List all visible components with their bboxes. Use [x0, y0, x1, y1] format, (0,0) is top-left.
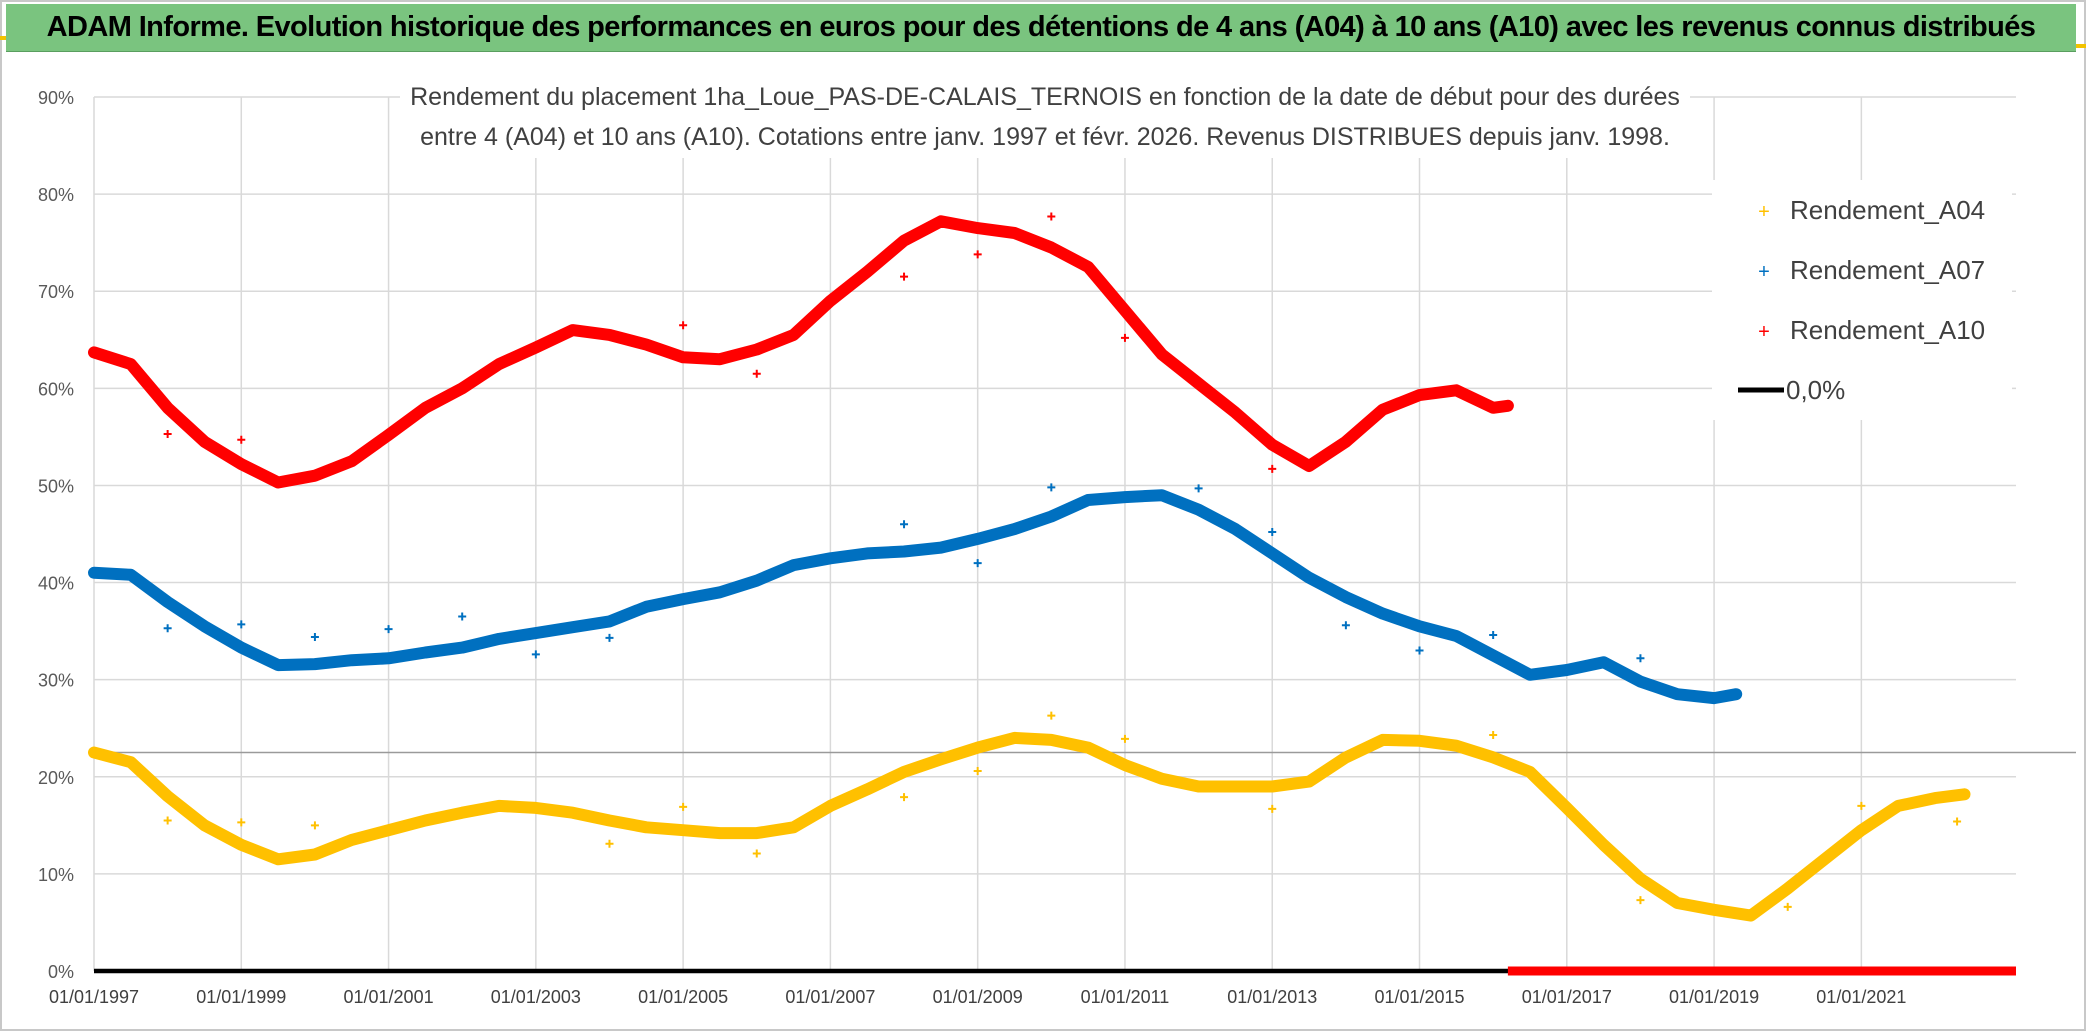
- series-point-rendement-a04: [605, 839, 614, 848]
- series-point-rendement-a10: [163, 429, 172, 438]
- legend-marker-a07: +: [1758, 261, 1770, 283]
- series-point-rendement-a04: [900, 793, 909, 802]
- y-tick-label-7: 70%: [38, 282, 74, 302]
- x-tick-label-8: 01/01/2013: [1227, 987, 1317, 1007]
- series-point-rendement-a10: [752, 369, 761, 378]
- series-point-rendement-a04: [1636, 896, 1645, 905]
- series-point-rendement-a10: [973, 250, 982, 259]
- y-tick-label-9: 90%: [38, 88, 74, 108]
- y-tick-label-3: 30%: [38, 671, 74, 691]
- series-point-rendement-a07: [900, 520, 909, 529]
- series-rendement-a07: [88, 483, 1743, 705]
- chart-title-line-1: Rendement du placement 1ha_Loue_PAS-DE-C…: [410, 83, 1680, 111]
- legend-marker-a04: +: [1758, 201, 1770, 223]
- series-point-rendement-a10: [900, 272, 909, 281]
- x-tick-label-1: 01/01/1999: [196, 987, 286, 1007]
- series-point-rendement-a04: [163, 816, 172, 825]
- legend-item-a10: + Rendement_A10: [1758, 315, 1985, 345]
- chart-title-line-2: entre 4 (A04) et 10 ans (A10). Cotations…: [420, 123, 1670, 151]
- x-tick-label-6: 01/01/2009: [933, 987, 1023, 1007]
- x-tick-label-11: 01/01/2019: [1669, 987, 1759, 1007]
- series-point-rendement-a10: [1268, 464, 1277, 473]
- series-point-rendement-a07: [1268, 528, 1277, 537]
- y-tick-label-6: 60%: [38, 379, 74, 399]
- series-point-rendement-a10: [679, 321, 688, 330]
- y-axis-ticks: 0% 10% 20% 30% 40% 50% 60% 70% 80% 90%: [38, 88, 74, 982]
- y-tick-label-4: 40%: [38, 574, 74, 594]
- legend-label-a07: Rendement_A07: [1790, 255, 1985, 285]
- series-point-rendement-a07: [1341, 621, 1350, 630]
- x-tick-label-5: 01/01/2007: [785, 987, 875, 1007]
- legend-item-a07: + Rendement_A07: [1758, 255, 1985, 285]
- corner-accent-left: [0, 36, 10, 40]
- y-tick-label-2: 20%: [38, 768, 74, 788]
- series-point-rendement-a04: [1953, 817, 1962, 826]
- x-tick-label-12: 01/01/2021: [1816, 987, 1906, 1007]
- series-point-rendement-a10: [1047, 212, 1056, 221]
- series-point-rendement-a07: [384, 625, 393, 634]
- series-band-rendement-a04: [88, 731, 1971, 922]
- series-point-rendement-a04: [237, 818, 246, 827]
- x-tick-label-7: 01/01/2011: [1081, 987, 1170, 1007]
- x-tick-label-2: 01/01/2001: [344, 987, 434, 1007]
- x-tick-label-4: 01/01/2005: [638, 987, 728, 1007]
- x-tick-label-10: 01/01/2017: [1522, 987, 1612, 1007]
- x-tick-label-9: 01/01/2015: [1374, 987, 1464, 1007]
- chart-title: Rendement du placement 1ha_Loue_PAS-DE-C…: [400, 78, 1690, 158]
- legend-background: [1712, 180, 2012, 420]
- series-point-rendement-a07: [1047, 483, 1056, 492]
- series-point-rendement-a07: [1489, 630, 1498, 639]
- legend-item-a04: + Rendement_A04: [1758, 195, 1985, 225]
- y-tick-label-0: 0%: [48, 962, 74, 982]
- series-point-rendement-a04: [1857, 801, 1866, 810]
- series-point-rendement-a04: [1120, 734, 1129, 743]
- series-point-rendement-a07: [1415, 646, 1424, 655]
- legend-label-zero: 0,0%: [1786, 375, 1845, 405]
- y-tick-label-1: 10%: [38, 865, 74, 885]
- series-point-rendement-a10: [1120, 333, 1129, 342]
- series-point-rendement-a10: [237, 435, 246, 444]
- chart-title-background: [400, 78, 1690, 158]
- corner-accent-right: [2076, 44, 2086, 48]
- report-banner: ADAM Informe. Evolution historique des p…: [6, 4, 2076, 52]
- series-point-rendement-a07: [163, 624, 172, 633]
- series-point-rendement-a04: [679, 802, 688, 811]
- legend-label-a04: Rendement_A04: [1790, 195, 1985, 225]
- series-point-rendement-a07: [1194, 484, 1203, 493]
- series-point-rendement-a07: [237, 620, 246, 629]
- legend-marker-a10: +: [1758, 321, 1770, 343]
- series-point-rendement-a07: [605, 633, 614, 642]
- series-point-rendement-a07: [458, 612, 467, 621]
- series-point-rendement-a04: [973, 766, 982, 775]
- series-band-rendement-a07: [88, 489, 1743, 705]
- y-tick-label-8: 80%: [38, 185, 74, 205]
- series-layer: [88, 212, 1971, 922]
- series-point-rendement-a04: [1489, 731, 1498, 740]
- series-point-rendement-a07: [973, 559, 982, 568]
- legend-label-a10: Rendement_A10: [1790, 315, 1985, 345]
- series-point-rendement-a04: [1783, 902, 1792, 911]
- series-rendement-a04: [88, 711, 1971, 922]
- x-tick-label-3: 01/01/2003: [491, 987, 581, 1007]
- series-band-rendement-a10: [88, 215, 1514, 489]
- chart-legend: + Rendement_A04 + Rendement_A07 + Rendem…: [1712, 180, 2012, 420]
- x-tick-label-0: 01/01/1997: [49, 987, 139, 1007]
- series-point-rendement-a04: [1047, 711, 1056, 720]
- series-point-rendement-a04: [752, 849, 761, 858]
- report-title: ADAM Informe. Evolution historique des p…: [46, 11, 2036, 43]
- series-point-rendement-a07: [531, 650, 540, 659]
- series-rendement-a10: [88, 212, 1514, 489]
- series-point-rendement-a07: [310, 632, 319, 641]
- series-point-rendement-a04: [1268, 804, 1277, 813]
- series-point-rendement-a07: [1636, 654, 1645, 663]
- y-tick-label-5: 50%: [38, 476, 74, 496]
- x-axis-ticks: 01/01/1997 01/01/1999 01/01/2001 01/01/2003…: [49, 987, 1906, 1007]
- legend-item-zero: 0,0%: [1738, 375, 1845, 405]
- series-point-rendement-a04: [310, 821, 319, 830]
- grid-lines: [93, 96, 2016, 972]
